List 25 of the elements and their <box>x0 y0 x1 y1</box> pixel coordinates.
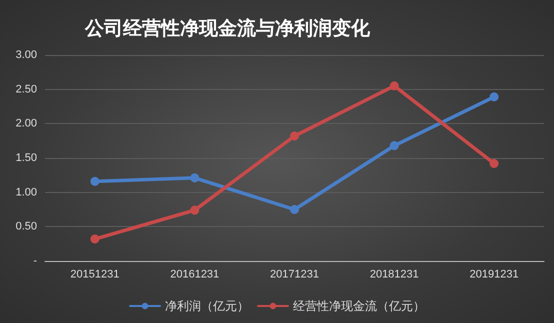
y-tick-label: 2.50 <box>16 83 37 96</box>
point <box>90 176 100 186</box>
y-tick-label: 1.00 <box>16 186 37 198</box>
x-tick-label: 20191231 <box>470 268 519 280</box>
point <box>490 158 499 168</box>
x-tick-label: 20181231 <box>370 268 419 280</box>
x-tick-label: 20161231 <box>170 268 220 280</box>
y-tick-label: - <box>33 255 38 267</box>
point <box>190 206 200 215</box>
point <box>190 173 200 182</box>
x-tick-label: 20171231 <box>270 268 319 280</box>
legend-label: 经营性净现金流（亿元） <box>293 299 425 313</box>
y-tick-label: 0.50 <box>16 220 37 233</box>
chart-title: 公司经营性净现金流与净利润变化 <box>84 18 371 40</box>
point <box>290 205 299 214</box>
legend-label: 净利润（亿元） <box>165 299 249 313</box>
y-tick-label: 2.00 <box>16 118 37 130</box>
point <box>290 132 299 141</box>
y-tick-label: 1.50 <box>16 152 37 164</box>
x-tick-label: 20151231 <box>70 268 120 280</box>
point <box>90 234 100 244</box>
point <box>390 141 399 150</box>
point <box>390 81 399 90</box>
y-tick-label: 3.00 <box>16 49 37 61</box>
point <box>490 92 499 102</box>
